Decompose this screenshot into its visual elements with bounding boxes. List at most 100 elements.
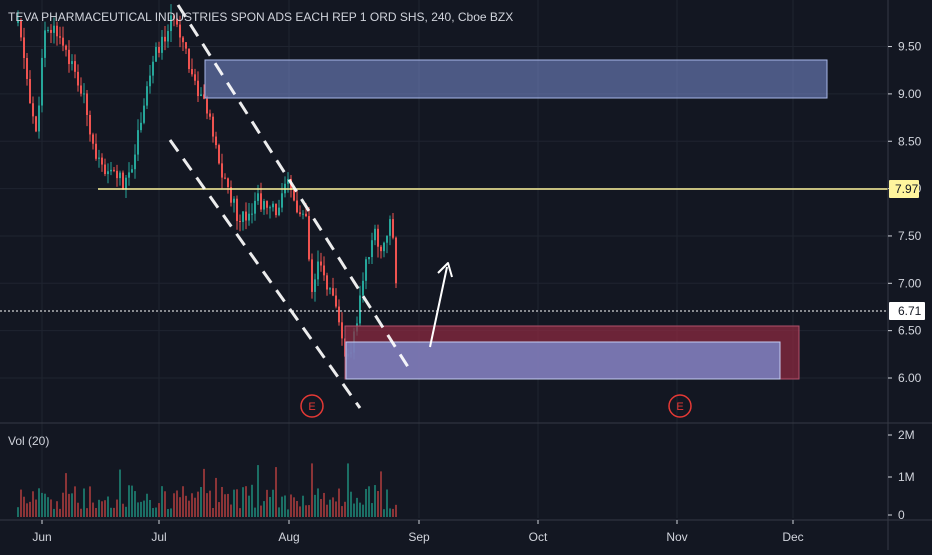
volume-bar <box>212 508 214 517</box>
volume-bar <box>227 493 229 517</box>
candle-body <box>371 240 373 258</box>
volume-bar <box>260 505 262 517</box>
candle-body <box>179 24 181 38</box>
volume-bar <box>59 508 61 517</box>
candle-body <box>161 36 163 53</box>
candle-body <box>116 170 118 179</box>
volume-bar <box>350 491 352 517</box>
volume-bar <box>368 486 370 517</box>
candle-body <box>302 213 304 215</box>
up-arrow-head <box>437 262 453 278</box>
candle-body <box>95 143 97 159</box>
supply-zone-box <box>204 59 828 99</box>
volume-tick-label: 2M <box>898 428 915 442</box>
candle-body <box>122 172 124 190</box>
candle-body <box>242 211 244 222</box>
candle-body <box>152 61 154 76</box>
candle-body <box>287 178 289 184</box>
candle-body <box>113 169 115 171</box>
volume-bar <box>23 496 25 517</box>
earnings-marker-label: E <box>676 401 683 413</box>
volume-bar <box>356 497 358 517</box>
volume-bar <box>203 468 205 517</box>
volume-bar <box>251 484 253 517</box>
candle-body <box>182 37 184 43</box>
volume-bar <box>365 488 367 517</box>
volume-bar <box>128 485 130 517</box>
candle-body <box>389 219 391 236</box>
candle-body <box>59 36 61 38</box>
volume-bar <box>287 509 289 517</box>
volume-bar <box>272 489 274 517</box>
candle-body <box>317 261 319 280</box>
candle-body <box>236 198 238 222</box>
volume-bars <box>17 463 397 517</box>
price-tick-label: 6.50 <box>898 324 922 338</box>
candle-body <box>188 48 190 70</box>
candle-body <box>176 18 178 25</box>
candle-body <box>338 306 340 323</box>
volume-bar <box>176 490 178 517</box>
candle-body <box>335 295 337 307</box>
volume-bar <box>308 505 310 517</box>
volume-bar <box>233 489 235 517</box>
candle-body <box>26 58 28 79</box>
volume-bar <box>167 508 169 517</box>
candle-body <box>209 113 211 117</box>
volume-bar <box>278 507 280 517</box>
volume-bar <box>104 500 106 517</box>
candle-body <box>311 259 313 292</box>
candle-body <box>296 200 298 213</box>
volume-bar <box>170 508 172 517</box>
volume-bar <box>137 502 139 517</box>
candle-body <box>53 25 55 33</box>
resistance-tag-label: 7.97 <box>895 182 919 196</box>
candle-body <box>164 36 166 42</box>
time-tick-label: Dec <box>782 530 803 544</box>
candle-body <box>278 207 280 216</box>
price-tick-label: 8.50 <box>898 134 922 148</box>
volume-bar <box>371 503 373 517</box>
candle-body <box>155 46 157 62</box>
time-tick-label: Jun <box>32 530 51 544</box>
volume-bar <box>17 507 19 517</box>
volume-bar <box>257 465 259 517</box>
price-tick-label: 7.50 <box>898 229 922 243</box>
time-tick-label: Jul <box>151 530 166 544</box>
up-arrow-shaft <box>429 266 448 348</box>
resistance-tag-bg <box>889 180 919 198</box>
volume-bar <box>110 507 112 517</box>
volume-bar <box>224 494 226 517</box>
time-tick-label: Aug <box>278 530 299 544</box>
candle-body <box>251 213 253 215</box>
candle-body <box>143 105 145 123</box>
candle-body <box>125 177 127 190</box>
volume-bar <box>68 493 70 517</box>
volume-bar <box>347 463 349 517</box>
candle-body <box>41 57 43 106</box>
volume-bar <box>311 463 313 517</box>
candle-body <box>326 275 328 290</box>
candle-body <box>263 201 265 210</box>
candle-body <box>272 203 274 208</box>
volume-bar <box>266 489 268 517</box>
volume-bar <box>284 495 286 517</box>
volume-bar <box>164 491 166 517</box>
volume-bar <box>161 486 163 517</box>
volume-bar <box>149 499 151 517</box>
volume-bar <box>29 501 31 517</box>
volume-bar <box>302 495 304 517</box>
candle-body <box>200 94 202 97</box>
volume-bar <box>383 509 385 517</box>
candle-body <box>218 145 220 164</box>
volume-bar <box>26 503 28 517</box>
candle-body <box>197 80 199 97</box>
price-tick-label: 6.00 <box>898 371 922 385</box>
candle-body <box>191 69 193 75</box>
earnings-marker-circle <box>300 394 324 418</box>
volume-bar <box>191 493 193 517</box>
candle-body <box>98 157 100 159</box>
